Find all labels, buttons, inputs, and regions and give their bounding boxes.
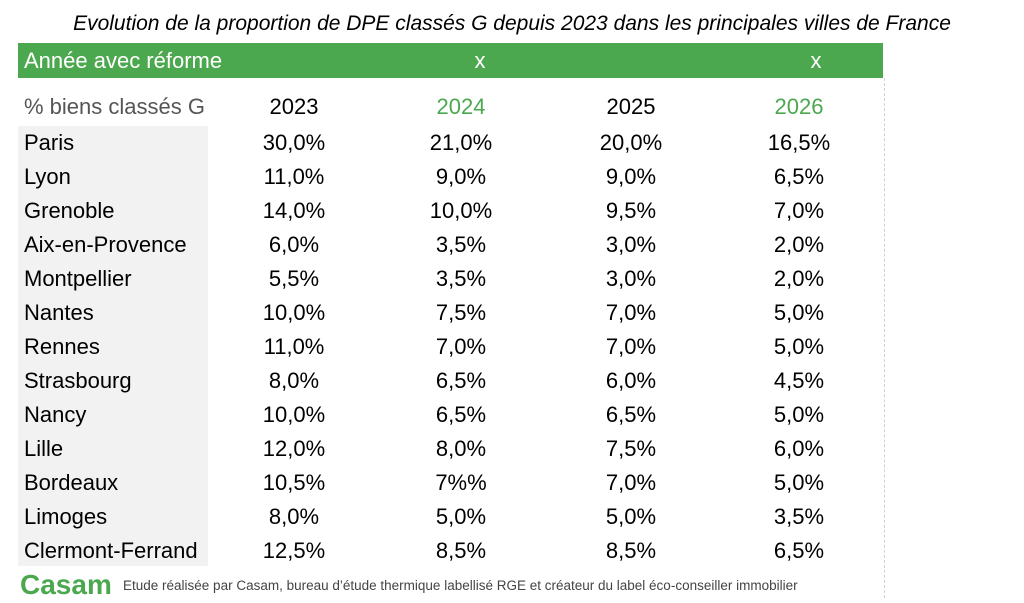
value-cell-2024: 3,5% xyxy=(435,266,487,291)
table-header-row: % biens classés G 2023 2024 2025 2026 xyxy=(18,90,883,124)
value-cell-2023: 11,0% xyxy=(263,164,325,189)
value-cell-2025: 8,5% xyxy=(605,538,657,563)
table-row: Clermont-Ferrand 12,5% 8,5% 8,5% 6,5% xyxy=(18,534,883,568)
value-cell-2024: 7,0% xyxy=(435,334,487,359)
value-cell-2026: 5,0% xyxy=(773,402,825,427)
value-cell-2023: 12,5% xyxy=(262,538,326,563)
reform-row-label: Année avec réforme xyxy=(24,48,223,73)
value-cell-2026: 2,0% xyxy=(773,266,825,291)
value-cell-2025: 3,0% xyxy=(605,266,657,291)
value-cell-2026: 5,0% xyxy=(773,300,825,325)
value-cell-2023: 8,0% xyxy=(268,504,320,529)
city-name: Strasbourg xyxy=(24,368,132,393)
value-cell-2023: 6,0% xyxy=(268,232,320,257)
column-header-2025: 2025 xyxy=(606,94,656,119)
value-cell-2025: 7,0% xyxy=(605,470,657,495)
city-name: Nancy xyxy=(24,402,87,427)
value-cell-2026: 5,0% xyxy=(773,334,825,359)
reform-mark-2026: x xyxy=(810,48,822,73)
table-row: Lille 12,0% 8,0% 7,5% 6,0% xyxy=(18,432,883,466)
table-row: Rennes 11,0% 7,0% 7,0% 5,0% xyxy=(18,330,883,364)
value-cell-2025: 9,5% xyxy=(605,198,657,223)
city-name: Lyon xyxy=(24,164,71,189)
value-cell-2025: 5,0% xyxy=(605,504,657,529)
chart-title: Evolution de la proportion de DPE classé… xyxy=(73,12,951,35)
city-column-background xyxy=(18,126,208,566)
value-cell-2024: 8,0% xyxy=(435,436,487,461)
table-row: Paris 30,0% 21,0% 20,0% 16,5% xyxy=(18,126,883,160)
city-name: Clermont-Ferrand xyxy=(24,538,198,563)
value-cell-2026: 16,5% xyxy=(767,130,831,155)
value-cell-2025: 7,0% xyxy=(605,334,657,359)
value-cell-2024: 21,0% xyxy=(429,130,493,155)
value-cell-2023: 10,0% xyxy=(262,402,326,427)
value-cell-2023: 11,0% xyxy=(263,334,325,359)
value-cell-2026: 3,5% xyxy=(773,504,825,529)
value-cell-2024: 3,5% xyxy=(435,232,487,257)
value-cell-2025: 3,0% xyxy=(605,232,657,257)
value-cell-2025: 9,0% xyxy=(605,164,657,189)
value-cell-2026: 6,5% xyxy=(773,164,825,189)
city-name: Rennes xyxy=(24,334,100,359)
value-cell-2025: 6,0% xyxy=(605,368,657,393)
city-name: Limoges xyxy=(24,504,108,529)
value-cell-2026: 4,5% xyxy=(773,368,825,393)
value-cell-2024: 6,5% xyxy=(435,402,487,427)
brand-logo: Casam xyxy=(20,569,112,600)
value-cell-2026: 2,0% xyxy=(773,232,825,257)
value-cell-2024: 7,5% xyxy=(435,300,487,325)
value-cell-2023: 14,0% xyxy=(262,198,326,223)
value-cell-2023: 12,0% xyxy=(262,436,326,461)
city-name: Paris xyxy=(24,130,75,155)
value-cell-2025: 7,5% xyxy=(605,436,657,461)
value-cell-2025: 20,0% xyxy=(599,130,663,155)
value-cell-2026: 5,0% xyxy=(773,470,825,495)
column-header-2023: 2023 xyxy=(269,94,319,119)
reform-row: Année avec réforme x x xyxy=(18,43,883,78)
footer-note: Etude réalisée par Casam, bureau d’étude… xyxy=(123,578,798,593)
value-cell-2024: 5,0% xyxy=(435,504,487,529)
table-row: Limoges 8,0% 5,0% 5,0% 3,5% xyxy=(18,500,883,534)
table-row: Nantes 10,0% 7,5% 7,0% 5,0% xyxy=(18,296,883,330)
value-cell-2024: 9,0% xyxy=(435,164,487,189)
city-name: Aix-en-Provence xyxy=(24,232,187,257)
value-cell-2025: 7,0% xyxy=(605,300,657,325)
value-cell-2026: 7,0% xyxy=(773,198,825,223)
value-cell-2023: 8,0% xyxy=(268,368,320,393)
value-cell-2023: 10,5% xyxy=(262,470,326,495)
table-row: Nancy 10,0% 6,5% 6,5% 5,0% xyxy=(18,398,883,432)
city-name: Bordeaux xyxy=(24,470,119,495)
city-name: Nantes xyxy=(24,300,94,325)
value-cell-2025: 6,5% xyxy=(605,402,657,427)
value-cell-2023: 30,0% xyxy=(262,130,326,155)
table-row: Lyon 11,0% 9,0% 9,0% 6,5% xyxy=(18,160,883,194)
city-name: Montpellier xyxy=(24,266,132,291)
value-cell-2024: 8,5% xyxy=(435,538,487,563)
footer: Casam Etude réalisée par Casam, bureau d… xyxy=(20,570,1010,600)
value-cell-2024: 10,0% xyxy=(429,198,493,223)
column-header-2024: 2024 xyxy=(436,94,486,119)
reform-mark-2024: x xyxy=(474,48,486,73)
column-header-2026: 2026 xyxy=(774,94,824,119)
table-row: Strasbourg 8,0% 6,5% 6,0% 4,5% xyxy=(18,364,883,398)
value-cell-2026: 6,0% xyxy=(773,436,825,461)
value-cell-2024: 6,5% xyxy=(435,368,487,393)
city-name: Grenoble xyxy=(24,198,115,223)
value-cell-2023: 10,0% xyxy=(262,300,326,325)
grid-line xyxy=(884,78,885,598)
table-row: Grenoble 14,0% 10,0% 9,5% 7,0% xyxy=(18,194,883,228)
table-row: Bordeaux 10,5% 7%% 7,0% 5,0% xyxy=(18,466,883,500)
table-row: Montpellier 5,5% 3,5% 3,0% 2,0% xyxy=(18,262,883,296)
table-row: Aix-en-Provence 6,0% 3,5% 3,0% 2,0% xyxy=(18,228,883,262)
value-cell-2023: 5,5% xyxy=(268,266,320,291)
value-cell-2026: 6,5% xyxy=(773,538,825,563)
city-name: Lille xyxy=(24,436,64,461)
value-cell-2024: 7%% xyxy=(435,470,487,495)
row-header-label: % biens classés G xyxy=(24,94,205,119)
